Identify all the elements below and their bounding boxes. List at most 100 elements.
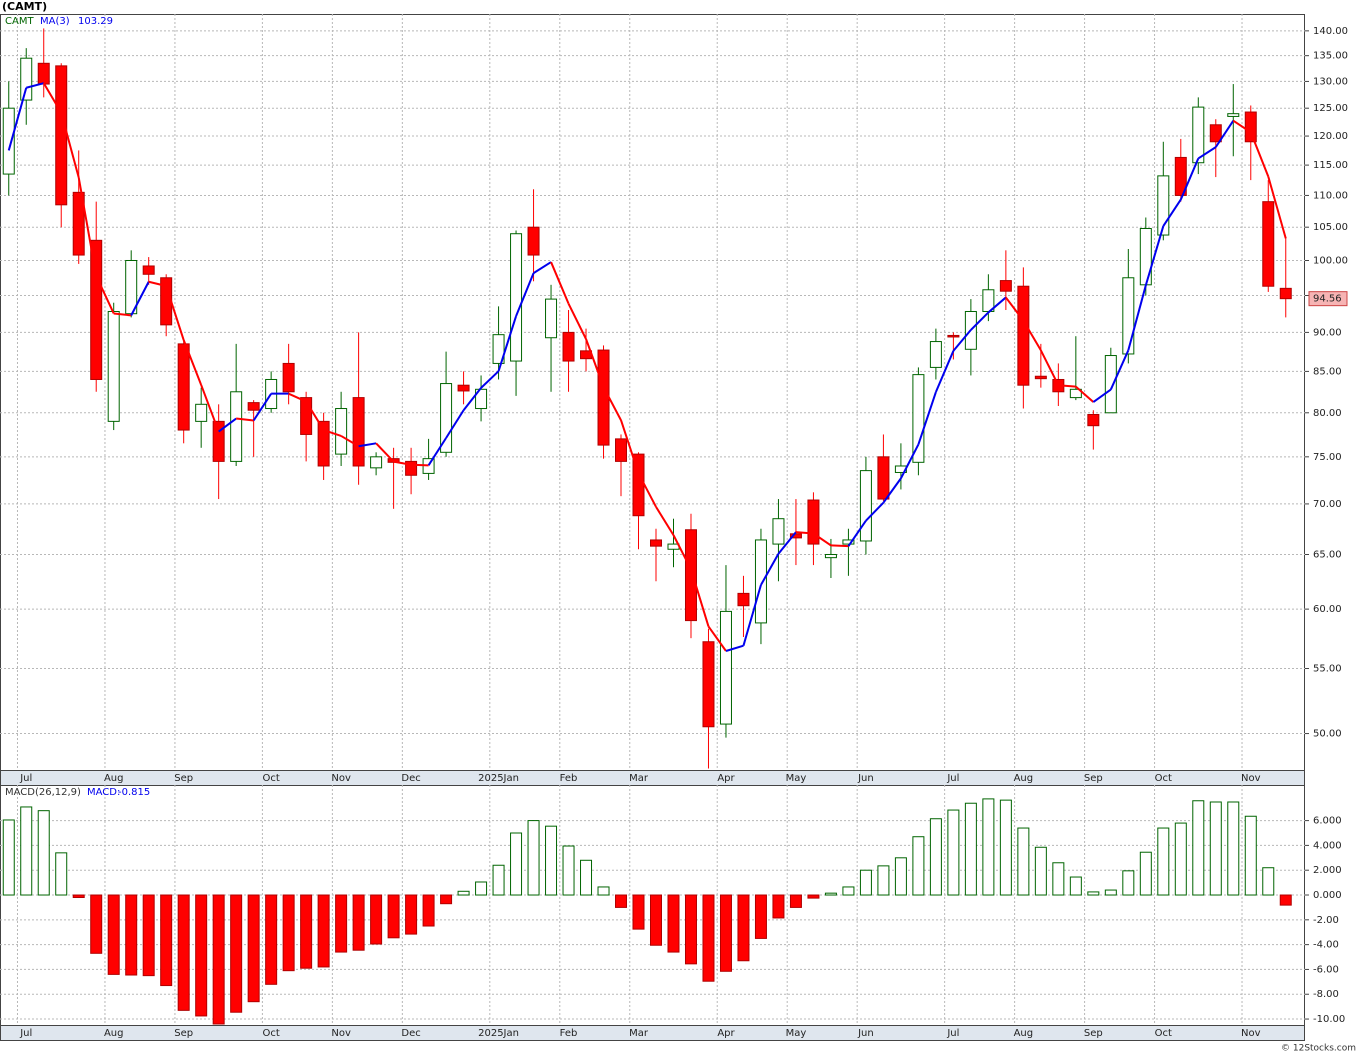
ma-segment	[1005, 296, 1025, 322]
ma-segment	[182, 339, 203, 386]
candle-body	[999, 280, 1012, 292]
bar	[265, 894, 278, 985]
candle-body	[317, 420, 330, 467]
candle-body	[947, 334, 960, 338]
bar	[177, 894, 190, 1011]
candle-body	[107, 310, 120, 422]
ma-segment	[305, 401, 325, 431]
candle-body	[20, 57, 33, 101]
candle-body	[649, 539, 662, 547]
candle-body	[55, 65, 68, 206]
ma-segment	[882, 477, 902, 504]
bar	[597, 886, 610, 896]
bar	[1244, 815, 1257, 896]
bar	[125, 894, 138, 976]
ma-segment	[1127, 285, 1147, 351]
y-tick-label: 100.00	[1313, 255, 1348, 266]
ma-segment	[113, 312, 132, 317]
ma-segment	[411, 463, 429, 467]
bar	[562, 845, 575, 896]
bar	[1209, 801, 1222, 896]
bar	[317, 894, 330, 968]
ma-segment	[760, 553, 780, 586]
ma-segment	[130, 281, 150, 316]
bar	[1087, 891, 1100, 896]
candle-body	[1087, 413, 1100, 427]
ma-segment	[515, 272, 535, 317]
candle-body	[929, 341, 942, 368]
ma-segment	[323, 429, 342, 437]
candle-body	[352, 397, 365, 467]
ma-segment	[148, 280, 167, 287]
bar	[422, 894, 435, 927]
x-tick-label: Sep	[174, 1028, 193, 1039]
ma-segment	[620, 419, 640, 474]
x-tick-label: Nov	[1241, 773, 1261, 784]
candle-body	[335, 408, 348, 455]
ma-segment	[200, 384, 220, 432]
bar	[212, 894, 225, 1025]
bar	[370, 894, 383, 945]
bar	[475, 881, 488, 896]
ma-segment	[1249, 131, 1270, 177]
y-tick-label: -4.00	[1313, 940, 1339, 951]
x-tick-label: Mar	[629, 773, 649, 784]
bar	[1104, 889, 1117, 896]
ma-segment	[987, 296, 1007, 314]
candle-body	[719, 610, 732, 725]
candle-body	[370, 456, 383, 469]
x-tick-label: Jun	[857, 1028, 874, 1039]
y-tick-label: 115.00	[1313, 160, 1348, 171]
y-tick-label: -2.00	[1313, 915, 1339, 926]
legend-macd-value: -0.815	[118, 787, 150, 798]
ma-segment	[847, 520, 867, 547]
ma-segment	[288, 392, 307, 403]
x-tick-label: Aug	[104, 773, 124, 784]
ma-segment	[585, 338, 605, 388]
ma-segment	[707, 625, 727, 652]
bar	[90, 894, 103, 954]
ma-segment	[917, 391, 937, 445]
ma-segment	[1214, 120, 1235, 148]
bar	[160, 894, 173, 987]
ma-segment	[655, 506, 675, 536]
ma-segment	[358, 442, 377, 448]
bar	[247, 894, 260, 1003]
y-tick-label: 135.00	[1313, 51, 1348, 62]
ma-segment	[1267, 176, 1287, 239]
candle-body	[230, 391, 243, 462]
x-tick-label: Nov	[331, 1028, 351, 1039]
bar	[1157, 827, 1170, 896]
x-tick-label: Sep	[174, 773, 193, 784]
x-tick-label: 2025Jan	[478, 773, 519, 784]
candle-body	[789, 533, 802, 539]
y-tick-label: 80.00	[1313, 408, 1342, 419]
candle-body	[1122, 277, 1135, 355]
bar	[877, 865, 890, 896]
candle-body	[457, 384, 470, 392]
ma-segment	[95, 275, 115, 314]
bar	[684, 894, 697, 965]
candle-body	[2, 107, 15, 175]
candle-body	[1227, 113, 1240, 117]
bar	[1174, 822, 1187, 896]
bar	[230, 894, 243, 1013]
ma-segment	[1039, 349, 1060, 386]
ma-segment	[1197, 146, 1217, 160]
bar	[842, 886, 855, 896]
ma-segment	[1232, 119, 1252, 134]
candle-body	[772, 518, 785, 545]
y-tick-label: 6.000	[1313, 816, 1342, 827]
y-tick-label: 75.00	[1313, 452, 1342, 463]
y-tick-label: 4.000	[1313, 840, 1342, 851]
bar	[929, 818, 942, 896]
bar	[580, 859, 593, 896]
bar	[894, 857, 907, 896]
ma-segment	[497, 315, 518, 372]
bar	[405, 894, 418, 935]
x-tick-label: Jul	[19, 1028, 32, 1039]
candle-body	[510, 233, 523, 362]
bar	[859, 869, 872, 896]
bar	[702, 894, 715, 982]
y-tick-label: 0.000	[1313, 890, 1342, 901]
